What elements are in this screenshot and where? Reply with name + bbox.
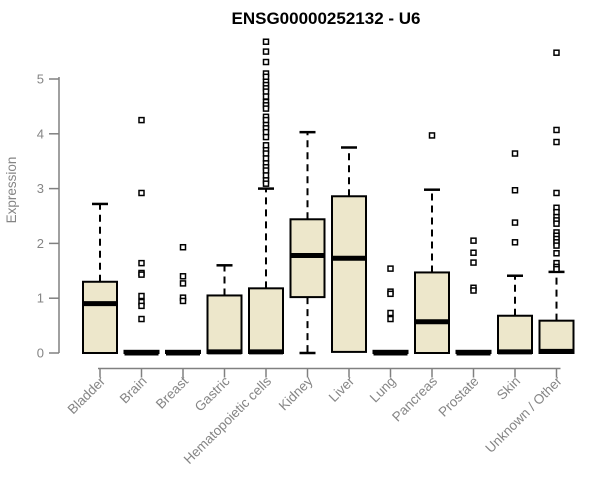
outlier-point xyxy=(262,38,270,45)
outlier-point xyxy=(387,290,394,298)
x-tick-label: Kidney xyxy=(276,373,316,413)
outlier-point xyxy=(138,116,145,124)
box-group-breast xyxy=(165,243,201,356)
outlier-point xyxy=(553,242,560,249)
chart-title: ENSG00000252132 - U6 xyxy=(231,9,420,28)
outlier-point xyxy=(387,309,394,317)
outlier-point xyxy=(553,250,560,257)
box-iqr xyxy=(82,280,118,355)
outlier-point xyxy=(553,189,560,197)
x-tick-label: Unknown / Other xyxy=(482,373,565,456)
box-group-brain xyxy=(123,116,160,356)
outlier-point xyxy=(262,105,270,112)
outlier-point xyxy=(511,239,519,246)
outlier-point xyxy=(553,138,560,146)
outlier-point xyxy=(470,249,477,256)
plot-area xyxy=(82,38,575,356)
box-group-unknown-other xyxy=(538,49,575,354)
box-group-prostate xyxy=(455,237,492,356)
outlier-point xyxy=(179,297,187,305)
outlier-point xyxy=(553,265,560,273)
x-tick-label: Pancreas xyxy=(389,373,440,424)
outlier-point xyxy=(470,237,477,244)
outlier-point xyxy=(470,259,477,266)
outlier-point xyxy=(179,243,187,251)
outlier-point xyxy=(511,186,519,194)
x-tick-label: Breast xyxy=(153,373,191,411)
outlier-point xyxy=(138,292,145,300)
box-iqr xyxy=(206,294,243,354)
box-iqr xyxy=(289,218,326,299)
y-tick-label: 1 xyxy=(37,291,44,306)
y-tick-label: 4 xyxy=(37,126,44,141)
outlier-point xyxy=(553,49,560,56)
outlier-point xyxy=(428,132,436,139)
y-tick-label: 3 xyxy=(37,181,44,196)
box-iqr xyxy=(331,195,367,353)
x-tick-label: Bladder xyxy=(65,373,109,417)
box-iqr xyxy=(414,271,450,354)
box-group-bladder xyxy=(82,202,118,355)
box-group-gastric xyxy=(206,264,243,355)
outlier-point xyxy=(262,180,270,187)
outlier-point xyxy=(387,315,394,323)
outlier-point xyxy=(553,126,560,134)
box-iqr xyxy=(538,319,575,354)
box-group-pancreas xyxy=(414,132,450,354)
x-tick-label: Prostate xyxy=(435,374,481,420)
x-tick-label: Liver xyxy=(326,373,358,405)
outlier-point xyxy=(138,302,145,310)
outlier-point xyxy=(511,150,519,157)
box-iqr xyxy=(248,287,284,354)
outlier-point xyxy=(553,220,560,227)
outlier-point xyxy=(262,133,270,141)
outlier-point xyxy=(179,280,187,287)
outlier-point xyxy=(511,219,519,226)
box-group-lung xyxy=(372,265,409,356)
y-tick-label: 5 xyxy=(37,72,44,87)
box-group-skin xyxy=(497,150,533,355)
box-group-hematopoietic-cells xyxy=(248,38,284,355)
outlier-point xyxy=(262,93,270,100)
box-iqr xyxy=(497,314,533,354)
outlier-point xyxy=(262,58,270,66)
x-tick-label: Gastric xyxy=(192,373,233,414)
outlier-point xyxy=(138,315,145,323)
outlier-point xyxy=(138,259,145,267)
y-tick-label: 2 xyxy=(37,236,44,251)
x-tick-label: Brain xyxy=(117,374,150,407)
outlier-point xyxy=(179,273,187,280)
box-group-liver xyxy=(331,146,367,353)
outlier-point xyxy=(138,189,145,197)
y-axis-label: Expression xyxy=(4,157,19,224)
outlier-point xyxy=(387,265,394,272)
x-tick-label: Lung xyxy=(367,374,399,406)
y-tick-label: 0 xyxy=(37,346,44,361)
outlier-point xyxy=(470,287,477,294)
x-tick-label: Skin xyxy=(494,374,523,403)
outlier-point xyxy=(138,271,145,278)
box-group-kidney xyxy=(289,130,326,355)
outlier-point xyxy=(262,48,270,55)
